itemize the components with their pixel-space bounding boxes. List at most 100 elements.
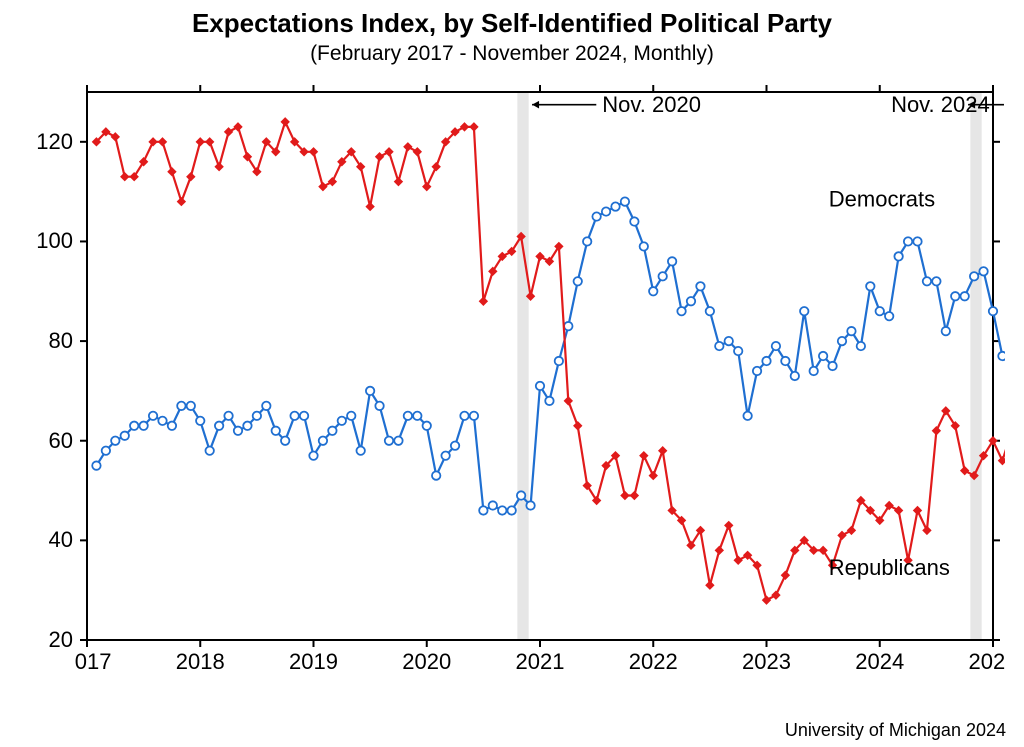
marker-democrats	[574, 277, 582, 285]
marker-republicans	[479, 297, 487, 305]
marker-democrats	[489, 501, 497, 509]
x-tick-label: 2019	[289, 649, 338, 674]
marker-republicans	[574, 422, 582, 430]
x-tick-label: 2023	[742, 649, 791, 674]
marker-democrats	[366, 387, 374, 395]
marker-democrats	[187, 402, 195, 410]
x-tick-label: 2018	[176, 649, 225, 674]
y-tick-label: 100	[36, 228, 73, 254]
x-tick-label: 2021	[516, 649, 565, 674]
marker-republicans	[838, 531, 846, 539]
marker-republicans	[913, 506, 921, 514]
marker-republicans	[621, 492, 629, 500]
marker-democrats	[592, 212, 600, 220]
marker-democrats	[479, 506, 487, 514]
highlight-band	[970, 92, 981, 640]
marker-republicans	[762, 596, 770, 604]
marker-democrats	[847, 327, 855, 335]
marker-democrats	[998, 352, 1005, 360]
marker-democrats	[281, 437, 289, 445]
marker-democrats	[885, 312, 893, 320]
marker-democrats	[979, 267, 987, 275]
marker-democrats	[92, 461, 100, 469]
marker-republicans	[149, 138, 157, 146]
marker-democrats	[300, 412, 308, 420]
marker-democrats	[677, 307, 685, 315]
marker-democrats	[215, 422, 223, 430]
marker-democrats	[526, 501, 534, 509]
marker-democrats	[583, 237, 591, 245]
marker-republicans	[470, 123, 478, 131]
marker-democrats	[441, 451, 449, 459]
marker-democrats	[658, 272, 666, 280]
marker-democrats	[375, 402, 383, 410]
marker-republicans	[961, 467, 969, 475]
annotation-democrats-label: Democrats	[829, 187, 935, 212]
chart-title: Expectations Index, by Self-Identified P…	[0, 8, 1024, 39]
marker-democrats	[913, 237, 921, 245]
marker-democrats	[602, 207, 610, 215]
marker-democrats	[687, 297, 695, 305]
chart-source: University of Michigan 2024	[785, 720, 1006, 741]
marker-democrats	[970, 272, 978, 280]
marker-republicans	[423, 183, 431, 191]
marker-republicans	[725, 521, 733, 529]
x-tick-label: 2017	[75, 649, 111, 674]
marker-democrats	[290, 412, 298, 420]
marker-democrats	[630, 217, 638, 225]
marker-democrats	[772, 342, 780, 350]
marker-democrats	[262, 402, 270, 410]
marker-democrats	[960, 292, 968, 300]
marker-democrats	[385, 437, 393, 445]
marker-democrats	[894, 252, 902, 260]
marker-republicans	[309, 148, 317, 156]
marker-democrats	[224, 412, 232, 420]
marker-democrats	[942, 327, 950, 335]
marker-democrats	[451, 442, 459, 450]
marker-democrats	[111, 437, 119, 445]
marker-republicans	[715, 546, 723, 554]
x-tick-label: 2024	[855, 649, 904, 674]
marker-republicans	[404, 143, 412, 151]
marker-democrats	[809, 367, 817, 375]
marker-democrats	[904, 237, 912, 245]
marker-republicans	[328, 178, 336, 186]
marker-republicans	[394, 178, 402, 186]
marker-democrats	[460, 412, 468, 420]
marker-democrats	[536, 382, 544, 390]
y-tick-label: 20	[49, 627, 73, 653]
marker-democrats	[272, 427, 280, 435]
marker-democrats	[498, 506, 506, 514]
marker-democrats	[734, 347, 742, 355]
marker-republicans	[640, 452, 648, 460]
marker-democrats	[347, 412, 355, 420]
marker-republicans	[460, 123, 468, 131]
marker-democrats	[715, 342, 723, 350]
marker-democrats	[649, 287, 657, 295]
marker-democrats	[611, 202, 619, 210]
marker-republicans	[706, 581, 714, 589]
marker-republicans	[998, 457, 1005, 465]
marker-republicans	[196, 138, 204, 146]
marker-republicans	[772, 591, 780, 599]
marker-republicans	[319, 183, 327, 191]
marker-democrats	[243, 422, 251, 430]
marker-democrats	[791, 372, 799, 380]
marker-democrats	[517, 491, 525, 499]
marker-republicans	[630, 492, 638, 500]
marker-democrats	[828, 362, 836, 370]
marker-democrats	[838, 337, 846, 345]
marker-democrats	[328, 427, 336, 435]
marker-democrats	[762, 357, 770, 365]
marker-democrats	[319, 437, 327, 445]
marker-democrats	[338, 417, 346, 425]
marker-democrats	[696, 282, 704, 290]
marker-republicans	[366, 203, 374, 211]
marker-democrats	[866, 282, 874, 290]
marker-democrats	[394, 437, 402, 445]
marker-republicans	[234, 123, 242, 131]
marker-republicans	[781, 571, 789, 579]
marker-democrats	[205, 446, 213, 454]
marker-democrats	[423, 422, 431, 430]
marker-democrats	[564, 322, 572, 330]
